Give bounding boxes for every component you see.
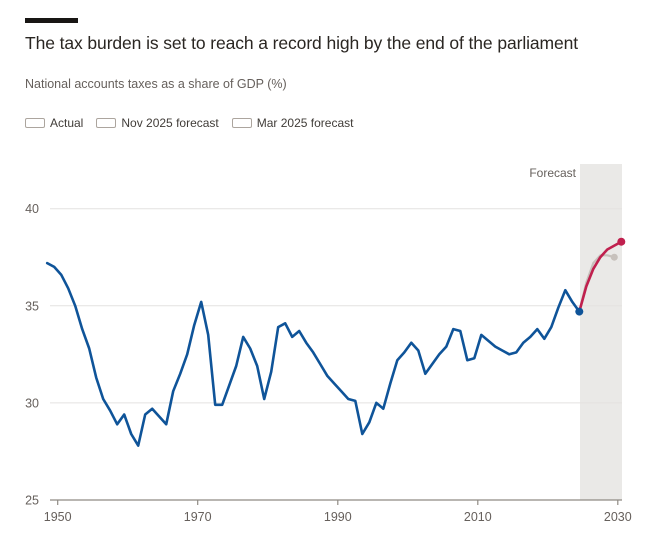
- legend-item-actual: Actual: [25, 116, 83, 130]
- chart-subtitle: National accounts taxes as a share of GD…: [25, 77, 287, 91]
- legend-item-mar-2025-forecast: Mar 2025 forecast: [231, 116, 354, 130]
- chart-title: The tax burden is set to reach a record …: [25, 33, 579, 53]
- series-line-actual: [45, 261, 581, 447]
- x-tick-label-1970: 1970: [184, 510, 212, 524]
- forecast-band-label: Forecast: [529, 166, 576, 180]
- x-tick-label-2010: 2010: [464, 510, 492, 524]
- legend-label-nov-2025-forecast: Nov 2025 forecast: [121, 116, 219, 130]
- legend-label-actual: Actual: [50, 116, 84, 130]
- chart-legend: Actual Nov 2025 forecast Mar 2025 foreca…: [25, 116, 353, 130]
- x-tick-label-1950: 1950: [44, 510, 72, 524]
- y-tick-label-35: 35: [25, 299, 39, 313]
- y-tick-label-25: 25: [25, 494, 39, 508]
- legend-swatch-nov-2025-icon: [96, 118, 117, 128]
- legend-swatch-mar-2025-icon: [231, 118, 252, 128]
- legend-swatch-actual-icon: [25, 118, 45, 128]
- y-tick-label-30: 30: [25, 396, 39, 410]
- x-tick-label-2030: 2030: [604, 510, 632, 524]
- x-tick-label-1990: 1990: [324, 510, 352, 524]
- legend-label-mar-2025-forecast: Mar 2025 forecast: [256, 116, 354, 130]
- series-line-nov-2025-forecast: [577, 240, 623, 313]
- y-tick-label-40: 40: [25, 202, 39, 216]
- legend-item-nov-2025-forecast: Nov 2025 forecast: [96, 116, 219, 130]
- kicker-bar: [25, 18, 78, 23]
- series-end-dot-mar-2025-forecast: [610, 253, 618, 261]
- series-end-dot-nov-2025-forecast: [617, 237, 626, 246]
- forecast-band: [580, 164, 622, 500]
- series-end-dot-actual: [575, 307, 584, 316]
